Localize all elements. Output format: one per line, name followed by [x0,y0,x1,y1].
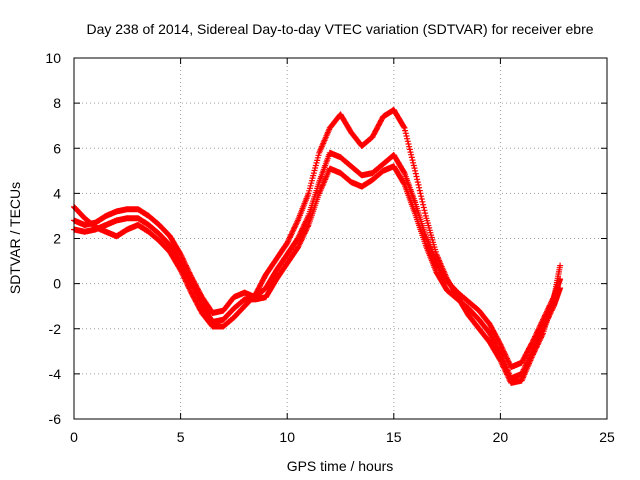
x-tick-label: 5 [177,429,185,445]
data-points [71,106,564,386]
y-tick-label: 4 [53,185,61,201]
y-tick-label: 2 [53,231,61,247]
y-axis-label: SDTVAR / TECUs [7,182,23,294]
x-tick-label: 0 [70,429,78,445]
x-tick-label: 25 [599,429,615,445]
y-tick-label: 6 [53,140,61,156]
y-tick-label: 8 [53,95,61,111]
x-axis-label: GPS time / hours [287,458,394,474]
x-tick-label: 10 [279,429,295,445]
x-tick-label: 20 [493,429,509,445]
chart-title: Day 238 of 2014, Sidereal Day-to-day VTE… [86,21,593,37]
y-tick-label: 0 [53,276,61,292]
axis-ticks: 0 5 10 15 20 25 -6 -4 -2 0 2 4 6 8 10 [45,50,615,445]
x-tick-label: 15 [386,429,402,445]
y-tick-label: -2 [49,321,62,337]
y-tick-label: -6 [49,411,62,427]
y-tick-label: 10 [45,50,61,66]
y-tick-label: -4 [49,366,62,382]
